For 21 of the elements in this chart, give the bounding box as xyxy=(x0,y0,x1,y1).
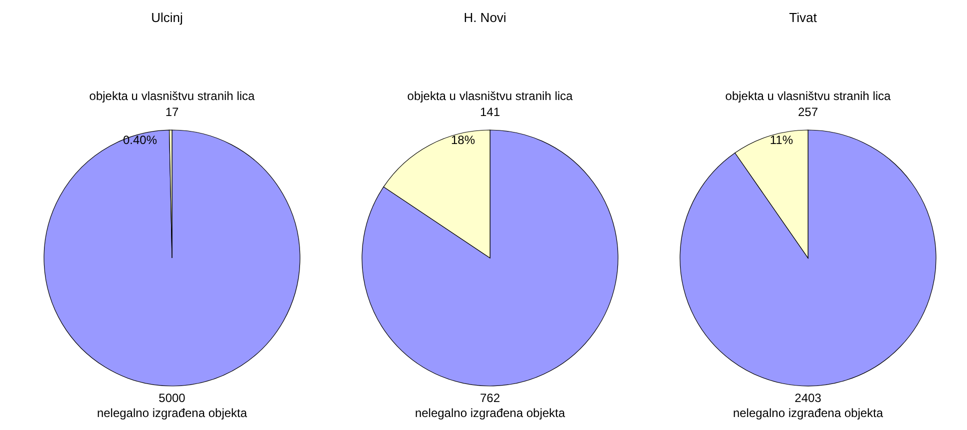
chart-title: Tivat xyxy=(788,9,818,27)
data-label: 762 xyxy=(480,391,500,405)
text: 0.40% xyxy=(122,133,157,147)
chart-title: Ulcinj xyxy=(150,9,184,27)
text: 18% xyxy=(450,133,475,147)
slice-label: objekta u vlasništvu stranih lica xyxy=(407,89,574,103)
pie-slice xyxy=(362,130,618,386)
slice-label: objekta u vlasništvu stranih lica xyxy=(89,89,256,103)
data-label: 257 xyxy=(798,105,818,119)
data-label: 2403 xyxy=(794,391,822,405)
slice-label: nelegalno izgrađena objekta xyxy=(732,406,884,420)
slice-label: nelegalno izgrađena objekta xyxy=(414,406,566,420)
slice-label: objekta u vlasništvu stranih lica xyxy=(725,89,892,103)
pie-slice xyxy=(680,130,936,386)
chart-title: H. Novi xyxy=(462,9,508,27)
text: 11% xyxy=(768,133,793,147)
data-label: 5000 xyxy=(158,391,186,405)
data-label: 17 xyxy=(165,105,179,119)
pie-slice xyxy=(44,130,300,386)
slice-label: nelegalno izgrađena objekta xyxy=(96,406,248,420)
data-label: 141 xyxy=(480,105,500,119)
